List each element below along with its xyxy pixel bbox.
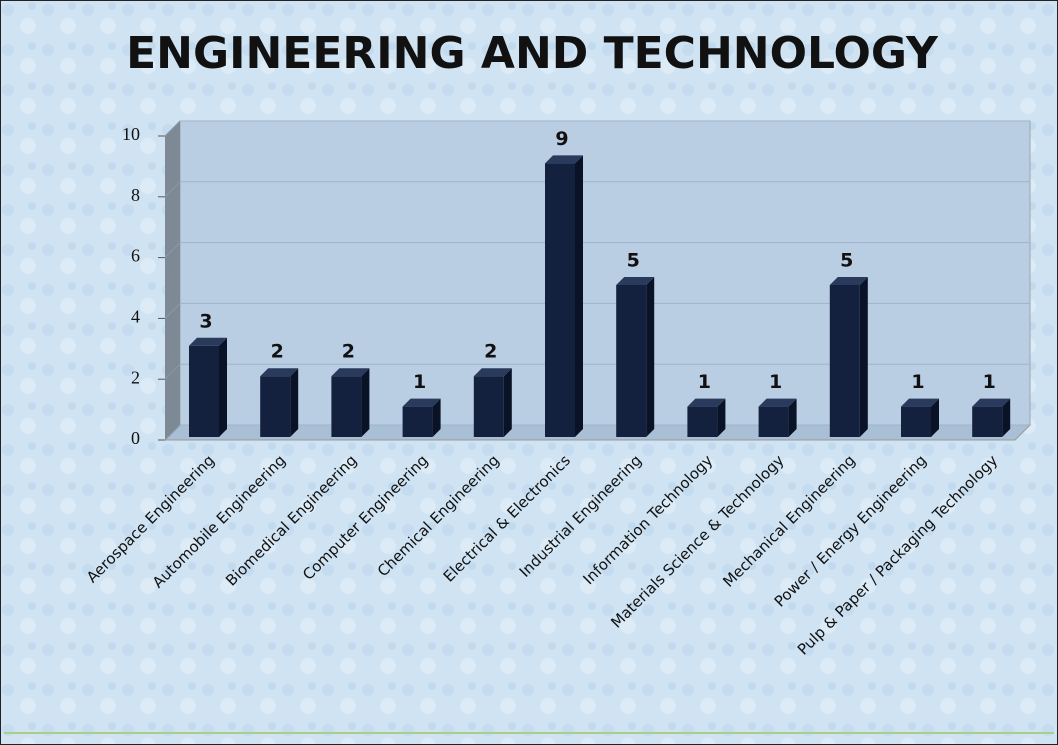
bar [901,398,939,437]
data-label: 5 [627,250,640,272]
bar-front [972,406,1003,437]
bar [260,368,299,437]
bar-side [503,368,512,437]
grid-line [164,424,181,441]
bar-side [646,277,655,437]
bar-side [361,368,370,437]
bar-front [901,406,931,437]
bar-side [1002,398,1011,437]
y-tick-label: 6 [131,246,140,266]
bar-top [545,155,583,164]
bar-front [829,285,860,437]
bar-top [829,277,868,285]
bar [189,337,227,437]
y-tick-label: 8 [131,185,140,205]
bar-top [473,368,512,377]
bar-top [901,398,939,407]
bar [473,368,512,437]
data-label: 9 [555,128,568,150]
bar-top [331,368,370,377]
bar-side [788,398,797,437]
data-label: 1 [911,371,924,393]
bar [545,155,583,437]
bar [687,398,726,437]
data-label: 5 [840,250,853,272]
bar [616,277,655,437]
bar-side [859,277,868,437]
bar-front [687,406,718,437]
bar-front [545,163,575,437]
data-label: 1 [983,371,996,393]
data-label: 1 [769,371,782,393]
bar-side [931,398,939,437]
y-tick-label: 10 [122,124,140,144]
data-label: 2 [342,341,355,363]
bar-side [575,155,583,437]
bar [972,398,1011,437]
data-label: 3 [199,310,212,332]
grid-line [164,303,181,319]
bar-side [290,368,299,437]
bar-front [260,376,291,437]
data-label: 1 [698,371,711,393]
data-label: 1 [413,371,426,393]
bar-top [260,368,299,377]
bar [331,368,370,437]
back-wall [179,120,1031,426]
grid-line [164,363,181,380]
bar-top [616,277,655,285]
bar-side [432,398,441,437]
bar [829,277,868,437]
bar-side [219,337,227,437]
chart-title: ENGINEERING AND TECHNOLOGY [126,28,939,79]
bar-front [616,285,647,437]
grid-line [164,242,181,258]
data-label: 2 [271,341,284,363]
bar-top [758,398,797,407]
grid-line [164,181,181,198]
grid-line [164,120,181,137]
bar-front [402,406,433,437]
y-tick-label: 0 [131,428,140,448]
bar [758,398,797,437]
bar-top [402,398,441,407]
bar-front [473,376,504,437]
bar-top [189,337,227,346]
bar-front [758,406,789,437]
bar-top [687,398,726,407]
bar [402,398,441,437]
bar-front [189,345,219,437]
bar-top [972,398,1011,407]
bar-side [717,398,726,437]
data-label: 2 [484,341,497,363]
bar-front [331,376,362,437]
y-tick-label: 2 [131,367,140,387]
y-tick-label: 4 [131,307,140,327]
side-wall [165,121,180,440]
